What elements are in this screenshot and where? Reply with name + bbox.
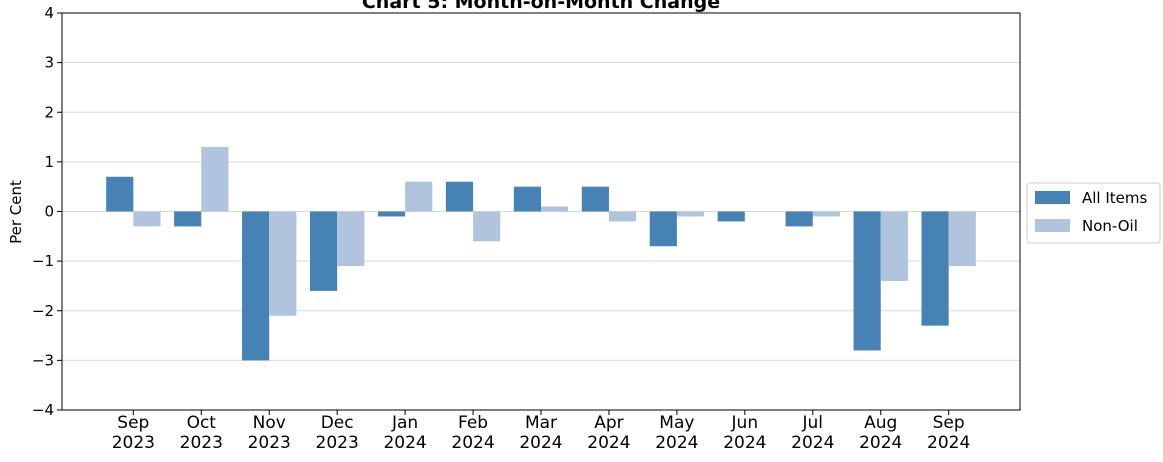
bar <box>785 211 813 227</box>
bar <box>337 211 365 267</box>
bar <box>106 176 134 212</box>
y-tick-label: 1 <box>44 153 54 171</box>
y-tick-label: −1 <box>32 252 54 270</box>
plot-frame <box>61 12 1021 411</box>
y-tick-label: −4 <box>32 401 54 419</box>
bar <box>853 211 881 351</box>
bar <box>649 211 677 247</box>
y-tick-label: −3 <box>32 351 54 369</box>
x-tick-label: Jan 2024 <box>383 413 427 453</box>
x-tick-label: Sep 2023 <box>111 413 155 453</box>
x-tick-label: Oct 2023 <box>179 413 223 453</box>
bar <box>921 211 949 326</box>
y-tick-label: −2 <box>32 302 54 320</box>
x-tick-label: Jun 2024 <box>723 413 767 453</box>
x-tick-label: Dec 2023 <box>315 413 359 453</box>
x-tick-label: Nov 2023 <box>247 413 291 453</box>
x-tick-label: Jul 2024 <box>791 413 835 453</box>
legend-swatch <box>1035 219 1070 232</box>
bar <box>812 211 840 217</box>
bar <box>581 186 609 212</box>
bar <box>405 181 433 212</box>
y-tick-label: 3 <box>44 54 54 72</box>
y-axis-label: Per Cent <box>7 180 25 244</box>
legend-label: All Items <box>1082 189 1148 207</box>
bar <box>445 181 474 212</box>
legend-swatch <box>1035 191 1070 204</box>
y-tick-label: 4 <box>44 4 54 22</box>
y-tick-label: 0 <box>44 203 54 221</box>
bar <box>541 206 569 212</box>
bar <box>473 211 501 242</box>
bar <box>242 211 270 361</box>
bar <box>174 211 202 227</box>
bar <box>880 211 908 281</box>
bar <box>133 211 161 227</box>
x-tick-label: Aug 2024 <box>859 413 903 453</box>
x-tick-label: Feb 2024 <box>451 413 495 453</box>
x-tick-label: May 2024 <box>655 413 699 453</box>
chart-title: Chart 5: Month-on-Month Change <box>362 0 720 13</box>
bar <box>717 211 745 222</box>
legend-label: Non-Oil <box>1082 217 1138 235</box>
bar <box>309 211 338 291</box>
bar <box>201 146 229 212</box>
x-tick-label: Mar 2024 <box>519 413 563 453</box>
x-tick-label: Apr 2024 <box>587 413 631 453</box>
bar <box>377 211 406 217</box>
bar <box>948 211 976 267</box>
bar <box>269 211 297 316</box>
bar <box>608 211 637 222</box>
bar <box>676 211 705 217</box>
bar <box>513 186 541 212</box>
y-tick-label: 2 <box>44 103 54 121</box>
x-tick-label: Sep 2024 <box>927 413 971 453</box>
